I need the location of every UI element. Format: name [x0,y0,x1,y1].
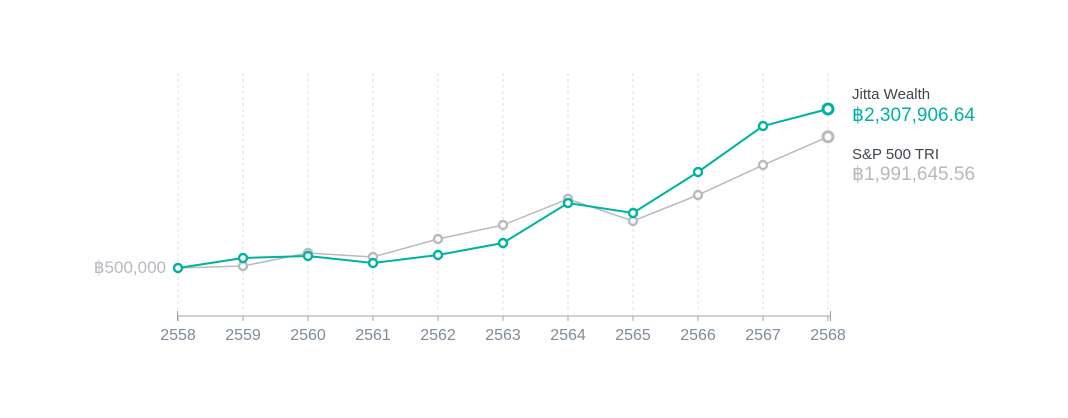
s-p-500-tri-data-point-marker[interactable] [821,130,835,144]
legend-jitta-wealth-value: ฿2,307,906.64 [852,105,976,126]
x-tick-label: 2559 [225,327,261,344]
x-tick-label: 2562 [420,327,456,344]
jitta-wealth-data-point-marker[interactable] [237,252,249,264]
jitta-wealth-data-point-marker[interactable] [367,257,379,269]
s-p-500-tri-data-point-marker[interactable] [432,233,444,245]
legend-sp500-tri-label: S&P 500 TRI [852,146,939,163]
s-p-500-tri-data-point-marker[interactable] [497,219,509,231]
jitta-wealth-data-point-marker[interactable] [562,197,574,209]
x-tick-label: 2567 [745,327,781,344]
jitta-wealth-data-point-marker[interactable] [432,249,444,261]
jitta-wealth-data-point-marker[interactable] [497,237,509,249]
jitta-wealth-data-point-marker[interactable] [757,120,769,132]
s-p-500-tri-data-point-marker[interactable] [757,159,769,171]
x-tick-label: 2565 [615,327,651,344]
jitta-wealth-data-point-marker[interactable] [821,102,835,116]
jitta-wealth-data-point-marker[interactable] [627,207,639,219]
x-tick-label: 2558 [160,327,196,344]
x-tick-label: 2563 [485,327,521,344]
s-p-500-tri-data-point-marker[interactable] [237,260,249,272]
s-p-500-tri-data-point-marker[interactable] [692,189,704,201]
jitta-wealth-data-point-marker[interactable] [692,166,704,178]
jitta-wealth-data-point-marker[interactable] [302,250,314,262]
x-tick-label: 2568 [810,327,846,344]
x-tick-label: 2561 [355,327,391,344]
legend-sp500-tri-value: ฿1,991,645.56 [852,164,976,185]
x-tick-label: 2564 [550,327,586,344]
x-tick-label: 2566 [680,327,716,344]
x-tick-label: 2560 [290,327,326,344]
legend-jitta-wealth-label: Jitta Wealth [852,86,931,103]
y-axis-label: ฿500,000 [93,258,166,277]
jitta-wealth-data-point-marker[interactable] [172,262,184,274]
